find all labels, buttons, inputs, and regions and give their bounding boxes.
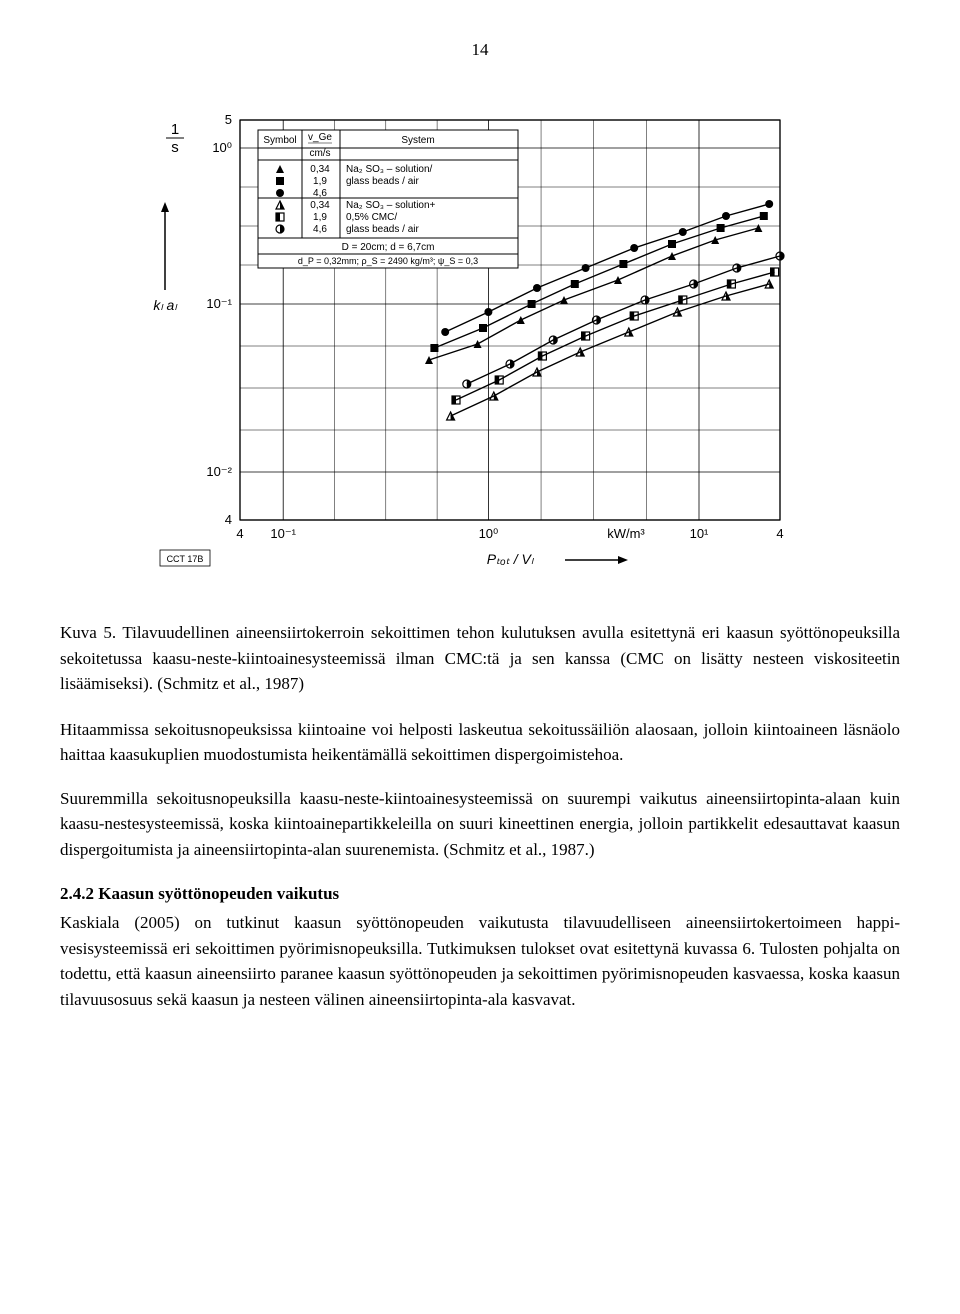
- svg-text:5: 5: [225, 112, 232, 127]
- svg-text:10⁰: 10⁰: [212, 140, 232, 155]
- svg-text:0,34: 0,34: [310, 164, 330, 175]
- svg-text:CCT 17B: CCT 17B: [167, 554, 204, 564]
- svg-text:Symbol: Symbol: [263, 135, 296, 146]
- section-heading: 2.4.2 Kaasun syöttönopeuden vaikutus: [60, 884, 900, 904]
- paragraph-3: Kaskiala (2005) on tutkinut kaasun syött…: [60, 910, 900, 1012]
- page-number: 14: [60, 40, 900, 60]
- svg-text:D = 20cm; d = 6,7cm: D = 20cm; d = 6,7cm: [342, 242, 435, 253]
- svg-text:4,6: 4,6: [313, 224, 327, 235]
- svg-text:10⁻¹: 10⁻¹: [206, 296, 232, 311]
- svg-text:s: s: [171, 139, 179, 156]
- paragraph-1: Hitaammissa sekoitusnopeuksissa kiintoai…: [60, 717, 900, 768]
- svg-text:Na₂ SO₃ – solution/: Na₂ SO₃ – solution/: [346, 164, 433, 175]
- svg-text:4: 4: [225, 512, 232, 527]
- svg-text:d_P = 0,32mm; ρ_S = 2490 kg/m³: d_P = 0,32mm; ρ_S = 2490 kg/m³; ψ_S = 0,…: [298, 256, 478, 266]
- svg-text:1,9: 1,9: [313, 176, 327, 187]
- svg-text:10⁻¹: 10⁻¹: [270, 526, 296, 541]
- svg-text:4: 4: [776, 526, 783, 541]
- svg-text:Pₜₒₜ / Vₗ: Pₜₒₜ / Vₗ: [487, 551, 535, 567]
- svg-text:System: System: [401, 135, 434, 146]
- svg-text:1: 1: [171, 121, 179, 138]
- svg-text:kₗ aₗ: kₗ aₗ: [153, 297, 178, 313]
- svg-text:0,5% CMC/: 0,5% CMC/: [346, 212, 397, 223]
- svg-text:4,6: 4,6: [313, 188, 327, 199]
- svg-text:v_Ge: v_Ge: [308, 132, 332, 143]
- svg-text:1,9: 1,9: [313, 212, 327, 223]
- svg-text:10¹: 10¹: [690, 526, 709, 541]
- svg-text:Na₂ SO₃ – solution+: Na₂ SO₃ – solution+: [346, 200, 436, 211]
- paragraph-2: Suuremmilla sekoitusnopeuksilla kaasu-ne…: [60, 786, 900, 863]
- svg-text:kW/m³: kW/m³: [607, 526, 645, 541]
- svg-text:10⁰: 10⁰: [479, 526, 499, 541]
- svg-text:glass beads / air: glass beads / air: [346, 224, 419, 235]
- figure-caption: Kuva 5. Tilavuudellinen aineensiirtokerr…: [60, 620, 900, 697]
- svg-text:4: 4: [236, 526, 243, 541]
- svg-text:cm/s: cm/s: [309, 148, 330, 159]
- figure-5: 4 10⁻¹ 10⁰ 10¹ 4 5 10⁰ 10⁻¹ 10⁻² 4 1s kₗ aₗ kW/m³ Pₜₒ…: [130, 90, 830, 590]
- svg-text:0,34: 0,34: [310, 200, 330, 211]
- svg-text:10⁻²: 10⁻²: [206, 464, 232, 479]
- svg-text:glass beads / air: glass beads / air: [346, 176, 419, 187]
